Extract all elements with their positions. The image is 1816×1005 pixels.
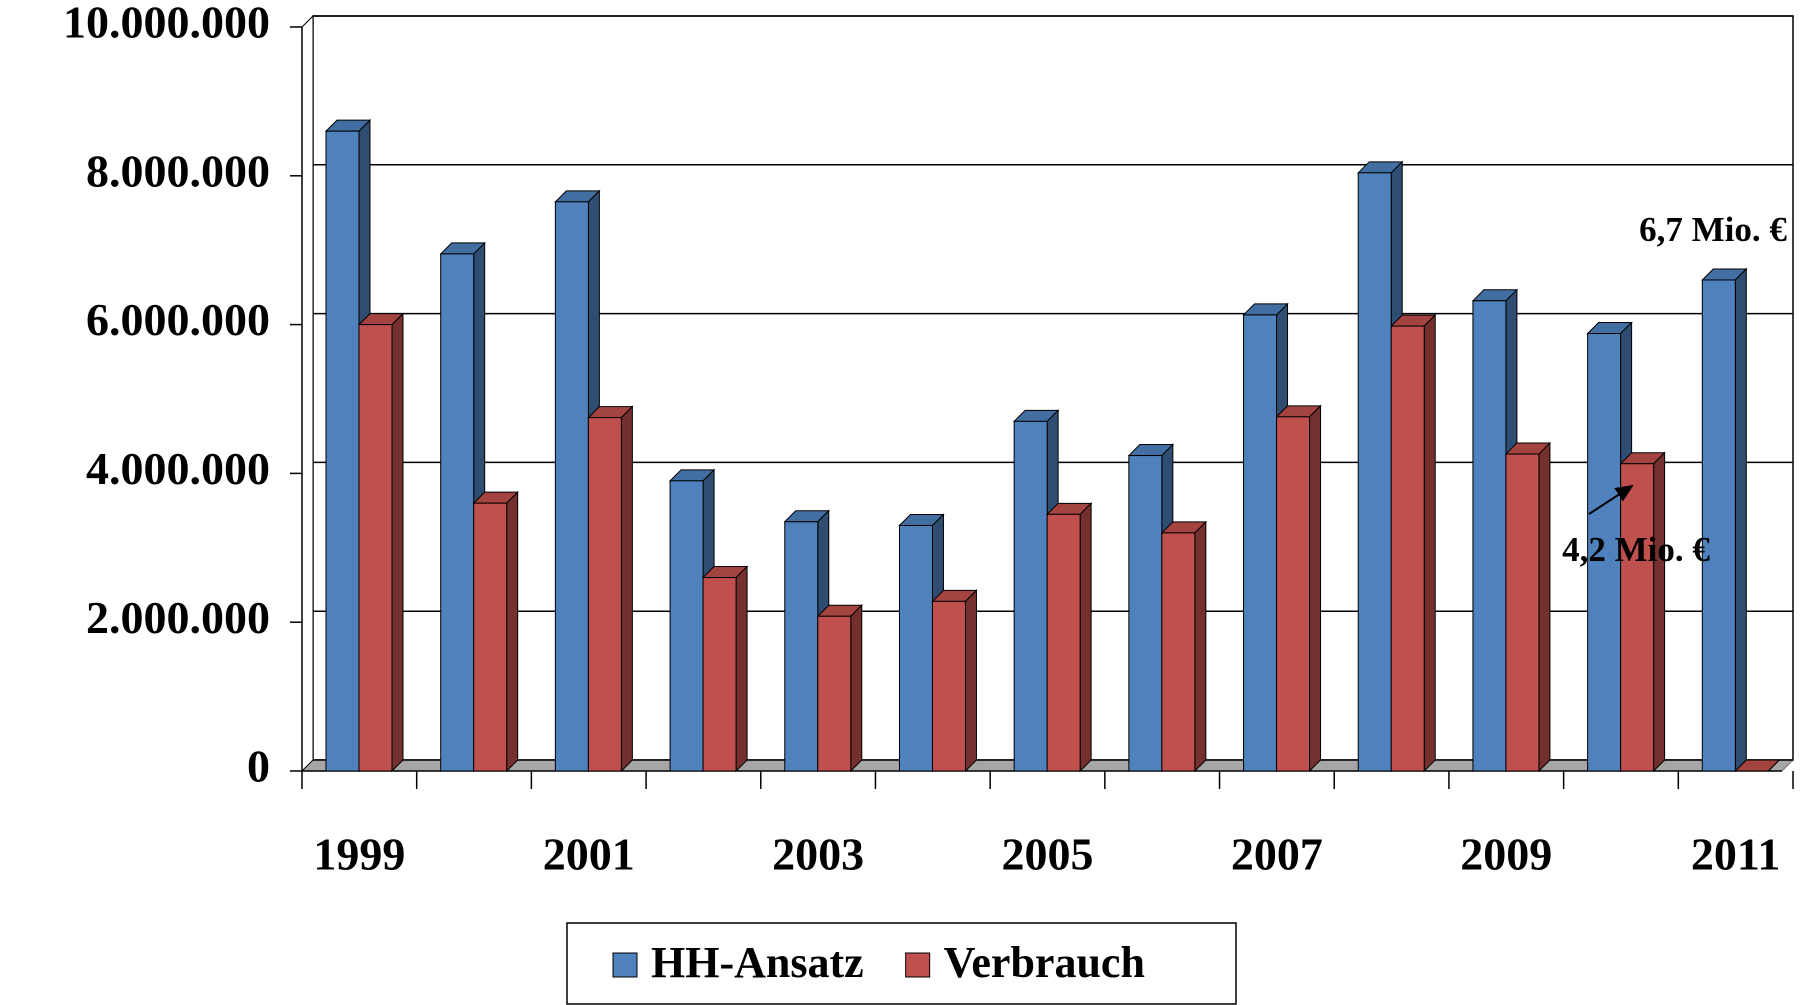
bar [1275, 404, 1322, 773]
x-tick-label: 2011 [1691, 829, 1780, 880]
bar [1276, 416, 1311, 772]
bar [1472, 300, 1507, 772]
bar [1160, 520, 1208, 773]
plot: 0 2.000.000 4.000.000 6.000.000 8.000.000 10.… [63, 0, 1795, 1005]
annotation-arrow [1588, 484, 1634, 515]
bar [1357, 172, 1392, 772]
x-tick-label: 2005 [1002, 829, 1094, 880]
bar [1504, 441, 1552, 773]
bar [1734, 759, 1781, 772]
bar [554, 201, 589, 772]
bar [587, 417, 622, 772]
bar [1390, 325, 1425, 772]
y-tick-label: 0 [247, 741, 270, 792]
bar-side [391, 312, 404, 773]
bar [440, 253, 475, 772]
bar [1619, 451, 1666, 773]
bar [472, 490, 519, 773]
bar-side [1653, 451, 1666, 773]
x-tick-label: 2001 [543, 829, 635, 880]
bar-side [1079, 502, 1092, 773]
bar-side [1767, 759, 1780, 772]
y-tick-label: 8.000.000 [86, 145, 270, 196]
bar-side [1734, 267, 1747, 773]
x-tick-label: 2003 [772, 829, 864, 880]
bar [1701, 267, 1748, 773]
bar [1128, 455, 1163, 772]
bar [817, 615, 852, 772]
bar [1161, 532, 1196, 772]
bar-side [506, 490, 519, 773]
legend-label: Verbrauch [944, 938, 1145, 987]
bar-side [735, 565, 748, 773]
bar [701, 565, 749, 773]
legend-label: HH-Ansatz [651, 938, 864, 987]
bar [816, 604, 863, 773]
legend-swatch [905, 952, 931, 978]
x-tick-label: 2007 [1231, 829, 1323, 880]
bar [1013, 420, 1048, 772]
bar [1243, 314, 1278, 772]
bar [1357, 160, 1404, 773]
bar [702, 577, 737, 772]
bar [784, 521, 819, 772]
bar [1390, 313, 1437, 773]
legend: HH-Ansatz Verbrauch [566, 922, 1237, 1005]
bar [1587, 333, 1622, 772]
bar [1620, 463, 1655, 772]
x-tick-label: 2009 [1460, 829, 1552, 880]
bar [931, 589, 978, 773]
bar-side [620, 405, 633, 773]
bar [898, 524, 933, 772]
x-tick-label: 1999 [313, 829, 405, 880]
legend-box [566, 922, 1237, 1005]
bar [669, 480, 704, 772]
y-tick-label: 2.000.000 [86, 592, 270, 643]
legend-swatch [612, 952, 638, 978]
bar [1505, 453, 1540, 772]
bar [358, 324, 393, 772]
bar [357, 312, 405, 773]
bar-side [1309, 404, 1322, 773]
annotation: 6,7 Mio. € [1639, 210, 1787, 249]
y-tick-label: 10.000.000 [63, 0, 270, 48]
bar [1701, 279, 1736, 772]
bar [325, 130, 360, 772]
y-tick-label: 6.000.000 [86, 294, 270, 345]
bar-side [964, 589, 977, 773]
y-tick-label: 4.000.000 [86, 443, 270, 494]
bar [1045, 502, 1093, 773]
bar [931, 600, 966, 772]
bar-side [1194, 520, 1207, 773]
annotation: 4,2 Mio. € [1562, 530, 1710, 569]
bar [473, 502, 508, 772]
bar [587, 405, 634, 773]
bar [1046, 513, 1081, 772]
bar-side [1538, 441, 1551, 773]
bar-side [850, 604, 863, 773]
bar-side [1423, 313, 1436, 773]
side-wall [301, 14, 314, 773]
